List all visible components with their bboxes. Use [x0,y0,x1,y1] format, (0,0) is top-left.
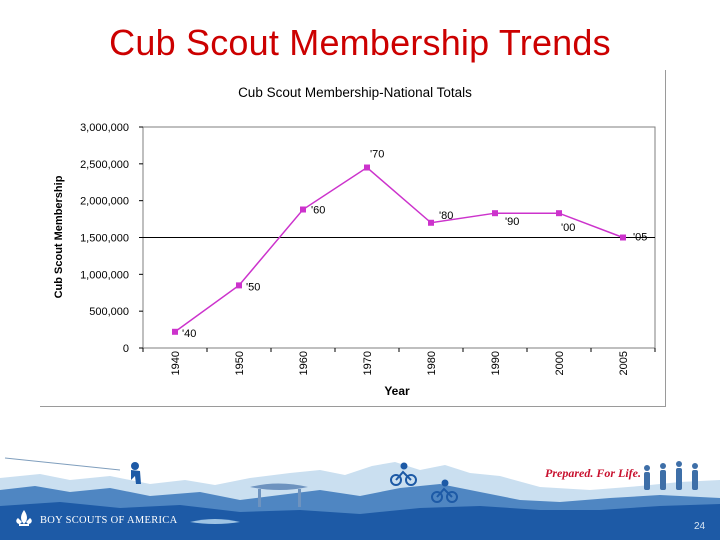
footer-banner [0,440,720,540]
data-label: '70 [370,149,384,161]
org-name: BOY SCOUTS OF AMERICA [40,515,178,526]
series-group: '40 '50 '60 '70 '80 '90 '00 '05 [172,149,647,340]
slide-title: Cub Scout Membership Trends [109,22,611,63]
y-tick-label: 3,000,000 [80,122,129,134]
x-tick-label: 1940 [170,351,182,375]
chart-frame: Cub Scout Membership-National Totals 0 50… [40,70,666,407]
y-tick-label: 2,500,000 [80,159,129,171]
y-tick-label: 0 [123,343,129,355]
tagline: Prepared. For Life. [545,466,641,480]
cyclist-icon [390,462,417,486]
data-point [620,234,626,241]
x-axis: 1940 1950 1960 1970 1980 1990 2000 2005 [142,348,656,375]
y-axis: 0 500,000 1,000,000 1,500,000 2,000,000 2,500… [80,122,143,355]
data-point [300,206,306,213]
data-point [556,210,562,217]
page-number: 24 [694,521,706,532]
mountain-silhouette [0,462,720,540]
kayak-icon [190,519,240,524]
x-tick-label: 1990 [490,351,502,375]
scout-hiker-icon [131,462,141,484]
cyclist-icon-2 [431,479,458,503]
series-line [174,166,624,333]
data-label: '05 [633,232,647,244]
canoe-icon [250,483,308,507]
data-point [236,282,242,289]
data-label: '60 [311,205,325,217]
data-point [364,164,370,171]
data-label: '50 [246,281,260,293]
x-tick-label: 1960 [298,351,310,375]
data-point [492,210,498,217]
membership-chart: Cub Scout Membership-National Totals 0 50… [53,85,656,398]
y-tick-label: 1,000,000 [80,269,129,281]
chart-title: Cub Scout Membership-National Totals [238,85,472,100]
data-point [428,219,434,226]
hikers-icon [644,461,698,490]
y-tick-label: 1,500,000 [80,233,129,245]
data-label: '80 [439,210,453,222]
data-label: '40 [182,328,196,340]
x-tick-label: 2000 [554,351,566,375]
x-axis-title: Year [384,384,410,398]
x-tick-label: 1970 [362,351,374,375]
y-tick-label: 2,000,000 [80,196,129,208]
data-label: '90 [505,216,519,228]
x-tick-label: 2005 [618,351,630,375]
data-point [172,328,178,335]
rope-line [4,457,121,471]
fleur-de-lis-logo [16,510,32,526]
y-tick-label: 500,000 [89,306,129,318]
x-tick-label: 1950 [234,351,246,375]
data-label: '00 [561,222,575,234]
y-axis-title: Cub Scout Membership [53,175,65,298]
x-tick-label: 1980 [426,351,438,375]
